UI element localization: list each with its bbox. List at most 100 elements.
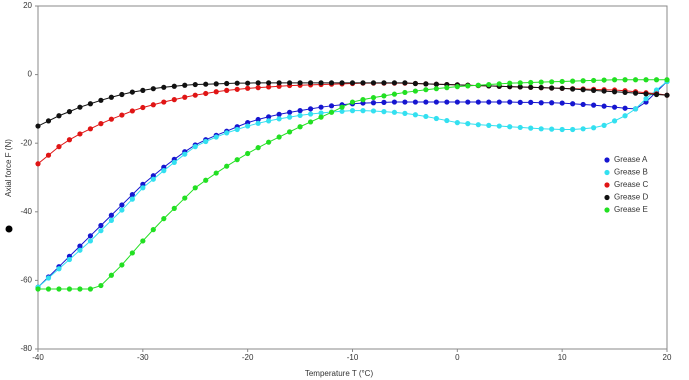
y-axis-label-marker — [5, 225, 13, 233]
point — [423, 81, 429, 87]
point — [580, 101, 586, 108]
point — [255, 120, 261, 126]
legend-label: Grease C — [614, 180, 648, 189]
point — [108, 217, 114, 223]
point — [129, 108, 135, 114]
point — [559, 85, 565, 91]
point — [381, 93, 387, 99]
point — [381, 99, 387, 105]
legend-marker — [604, 194, 610, 201]
point — [570, 78, 576, 84]
point — [56, 286, 62, 292]
point — [45, 275, 52, 281]
point — [150, 86, 156, 92]
point — [370, 108, 377, 114]
point — [360, 108, 366, 114]
point — [245, 150, 251, 157]
point — [255, 85, 261, 91]
point — [287, 109, 293, 115]
point — [108, 272, 114, 278]
point — [391, 80, 398, 86]
legend-label: Grease A — [614, 155, 648, 164]
point — [402, 99, 408, 105]
point — [601, 77, 607, 83]
point — [161, 216, 167, 222]
point — [465, 83, 471, 89]
point — [87, 101, 94, 107]
point — [402, 80, 408, 86]
point — [611, 104, 618, 110]
point — [297, 80, 303, 86]
point — [328, 109, 335, 115]
point — [370, 94, 377, 101]
point — [433, 99, 439, 105]
point — [538, 79, 544, 85]
point — [528, 84, 534, 90]
point — [56, 144, 62, 150]
point — [381, 80, 387, 86]
legend-marker — [604, 207, 610, 213]
point — [129, 250, 135, 256]
point — [475, 122, 481, 128]
legend-marker — [604, 157, 610, 163]
point — [517, 99, 523, 105]
point — [370, 80, 377, 86]
point — [622, 105, 628, 111]
point — [234, 80, 240, 86]
point — [653, 77, 660, 83]
point — [245, 85, 251, 91]
point — [150, 102, 156, 108]
point — [507, 124, 513, 130]
y-tick-label: 0 — [28, 70, 33, 79]
point — [507, 99, 513, 105]
point — [276, 111, 282, 117]
point — [297, 108, 303, 114]
point — [622, 89, 628, 96]
point — [234, 126, 240, 133]
point — [391, 109, 398, 115]
point — [517, 124, 523, 131]
point — [45, 152, 52, 158]
point — [528, 125, 534, 131]
point — [150, 176, 156, 182]
point — [632, 106, 639, 112]
point — [35, 161, 41, 167]
x-tick-label: -10 — [347, 353, 359, 362]
point — [140, 238, 146, 244]
point — [517, 80, 523, 86]
point — [98, 97, 104, 103]
plot-frame — [37, 5, 668, 350]
point — [528, 79, 534, 86]
point — [318, 114, 324, 120]
point — [255, 116, 261, 123]
point — [549, 126, 555, 132]
point — [276, 134, 282, 140]
point — [632, 90, 639, 96]
point — [224, 130, 230, 136]
point — [538, 85, 544, 91]
point — [171, 159, 177, 166]
legend-marker — [604, 169, 610, 176]
point — [643, 91, 649, 97]
point — [444, 117, 450, 124]
point — [66, 137, 73, 143]
point — [580, 126, 586, 132]
y-tick-label: -40 — [20, 207, 32, 216]
point — [245, 123, 251, 129]
point — [528, 99, 534, 105]
legend-marker — [604, 182, 610, 188]
point — [307, 80, 314, 86]
point — [119, 262, 125, 268]
point — [192, 144, 198, 150]
point — [129, 192, 135, 198]
point — [213, 170, 219, 176]
point — [360, 97, 366, 103]
point — [611, 118, 618, 124]
point — [412, 112, 418, 118]
point — [507, 80, 513, 86]
point — [171, 205, 177, 211]
x-axis-label: Temperature T (°C) — [305, 369, 374, 378]
point — [423, 113, 429, 120]
point — [224, 80, 230, 87]
point — [611, 77, 618, 83]
